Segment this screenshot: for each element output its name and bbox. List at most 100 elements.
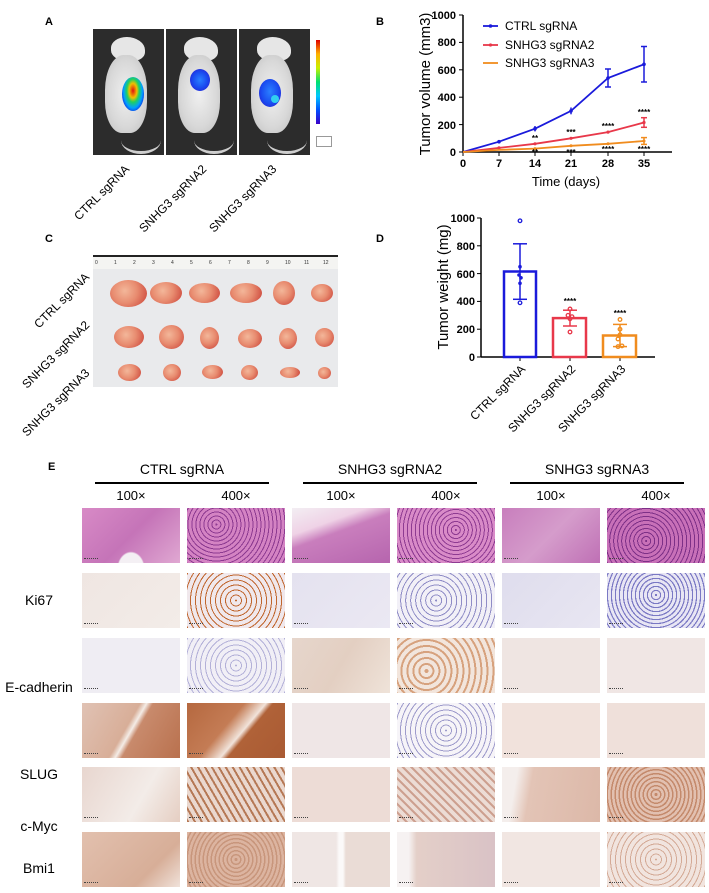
ihc-bmi1-image (187, 832, 285, 887)
ihc-group-title-ctrl: CTRL sgRNA (139, 461, 225, 477)
tumor (163, 364, 181, 381)
ihc-ki67-image (502, 573, 600, 628)
panel-d-label: D (376, 233, 384, 245)
tumor (150, 282, 182, 304)
tumor (279, 328, 297, 349)
ihc-ecadherin-image (397, 638, 495, 693)
mag-label: 400× (431, 488, 461, 503)
ihc-cmyc-image (397, 767, 495, 822)
panel-a-xlabel-sgrna2: SNHG3 sgRNA2 (135, 162, 209, 236)
svg-text:SNHG3 sgRNA3: SNHG3 sgRNA3 (505, 56, 595, 70)
svg-text:Tumor volume (mm3): Tumor volume (mm3) (417, 13, 434, 156)
panel-b-label: B (376, 16, 384, 28)
ihc-group-underline (303, 482, 477, 484)
svg-text:****: **** (564, 297, 577, 306)
svg-text:Time (days): Time (days) (532, 174, 600, 189)
ihc-row-label-cmyc: c-Myc (20, 818, 58, 834)
svg-text:800: 800 (457, 241, 475, 253)
bioluminescence-image-ctrl (93, 29, 164, 155)
tumor (110, 280, 147, 307)
tumor (200, 327, 219, 349)
svg-text:35: 35 (638, 158, 650, 170)
ihc-row-label-ecadherin: E-cadherin (5, 679, 73, 695)
svg-text:21: 21 (565, 158, 577, 170)
svg-text:***: *** (566, 148, 576, 157)
svg-text:****: **** (638, 108, 651, 117)
ihc-group-title-sgrna2: SNHG3 sgRNA2 (337, 461, 443, 477)
tumor (118, 364, 141, 381)
tumor (315, 328, 334, 347)
svg-text:SNHG3 sgRNA2: SNHG3 sgRNA2 (505, 38, 595, 52)
panel-a-xlabel-ctrl: CTRL sgRNA (70, 162, 132, 224)
svg-text:****: **** (614, 309, 627, 318)
svg-text:0: 0 (450, 147, 456, 159)
ihc-group-title-sgrna3: SNHG3 sgRNA3 (544, 461, 650, 477)
ihc-slug-image (187, 703, 285, 758)
ihc-cmyc-image (82, 767, 180, 822)
ihc-group-underline (95, 482, 269, 484)
svg-text:****: **** (638, 145, 651, 154)
svg-text:****: **** (602, 145, 615, 154)
tumor-volume-line-chart: 0 200 400 600 800 1000 0 7 14 21 28 35 T… (417, 10, 672, 189)
tumor (318, 367, 331, 379)
ihc-ecadherin-image (82, 638, 180, 693)
ihc-group-underline (510, 482, 684, 484)
tumor (114, 326, 144, 348)
mag-label: 100× (536, 488, 566, 503)
svg-text:7: 7 (496, 158, 502, 170)
ihc-cmyc-image (607, 767, 705, 822)
panel-a-xlabel-sgrna3: SNHG3 sgRNA3 (205, 162, 279, 236)
svg-text:CTRL sgRNA: CTRL sgRNA (505, 19, 577, 33)
tumor-weight-bar-chart: 0 200 400 600 800 1000 Tumor weight (mg)… (435, 213, 655, 364)
panel-a-label: A (45, 16, 53, 28)
ihc-slug-image (397, 703, 495, 758)
svg-text:1000: 1000 (432, 10, 456, 22)
svg-text:1000: 1000 (451, 213, 475, 225)
svg-text:Tumor weight (mg): Tumor weight (mg) (435, 224, 452, 349)
he-stain-image (607, 508, 705, 563)
he-stain-image (187, 508, 285, 563)
svg-text:600: 600 (457, 269, 475, 281)
ihc-slug-image (607, 703, 705, 758)
excised-tumors-photo: 0 1 2 3 4 5 6 7 8 9 10 11 12 (93, 255, 338, 387)
he-stain-image (82, 508, 180, 563)
ihc-ki67-image (607, 573, 705, 628)
svg-text:600: 600 (438, 65, 456, 77)
ihc-bmi1-image (292, 832, 390, 887)
mag-label: 100× (326, 488, 356, 503)
ruler: 0 1 2 3 4 5 6 7 8 9 10 11 12 (93, 255, 338, 269)
tumor (280, 367, 300, 378)
ihc-row-label-ki67: Ki67 (24, 592, 54, 608)
colorbar-units-box (316, 136, 332, 147)
ihc-ecadherin-image (607, 638, 705, 693)
ihc-ki67-image (82, 573, 180, 628)
svg-text:800: 800 (438, 37, 456, 49)
svg-text:400: 400 (438, 92, 456, 104)
panel-e-label: E (48, 461, 56, 473)
ihc-slug-image (82, 703, 180, 758)
ihc-bmi1-image (607, 832, 705, 887)
luminescence-colorbar (316, 40, 320, 124)
ihc-bmi1-image (502, 832, 600, 887)
ihc-ki67-image (292, 573, 390, 628)
ihc-ecadherin-image (502, 638, 600, 693)
ihc-slug-image (502, 703, 600, 758)
ihc-ecadherin-image (187, 638, 285, 693)
ihc-ecadherin-image (292, 638, 390, 693)
tumor (273, 281, 295, 305)
mag-label: 400× (221, 488, 251, 503)
svg-text:14: 14 (529, 158, 542, 170)
ihc-ki67-image (187, 573, 285, 628)
ihc-row-label-slug: SLUG (19, 766, 59, 782)
mag-label: 100× (116, 488, 146, 503)
ihc-cmyc-image (187, 767, 285, 822)
bioluminescence-image-sgrna2 (166, 29, 237, 155)
svg-text:200: 200 (457, 324, 475, 336)
panel-c-label: C (45, 233, 53, 245)
svg-text:****: **** (602, 122, 615, 131)
svg-text:28: 28 (602, 158, 614, 170)
svg-text:**: ** (532, 148, 539, 157)
svg-text:0: 0 (460, 158, 466, 170)
svg-text:400: 400 (457, 296, 475, 308)
ihc-bmi1-image (82, 832, 180, 887)
